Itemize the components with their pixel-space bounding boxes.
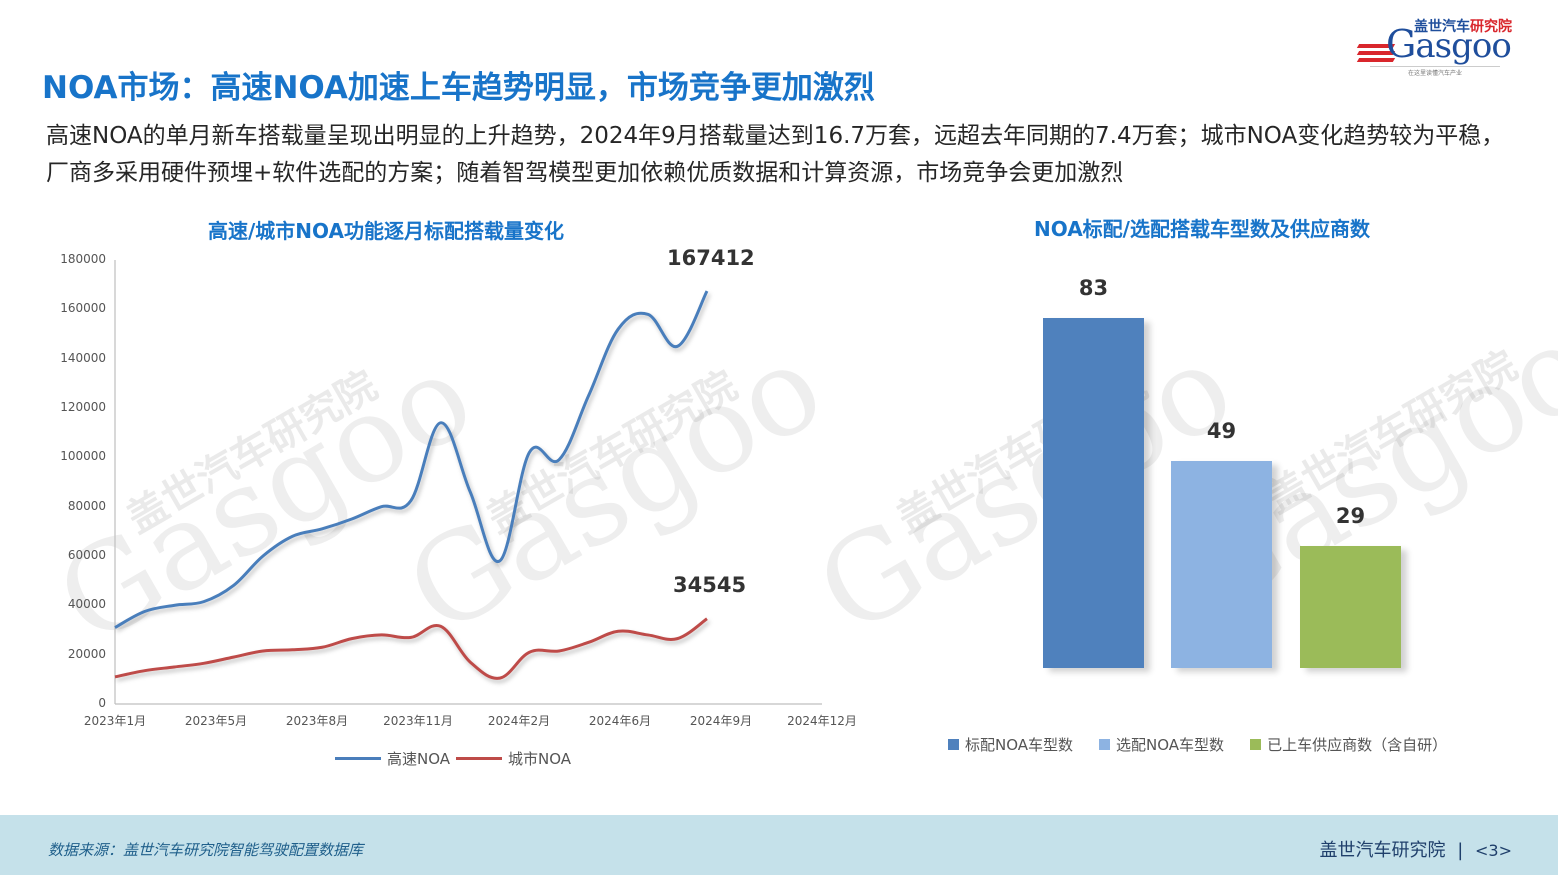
bar-value-label: 29 (1335, 503, 1366, 528)
separator: | (1457, 840, 1464, 861)
page-title: NOA市场：高速NOA加速上车趋势明显，市场竞争更加激烈 (42, 70, 875, 106)
y-tick-label: 20000 (67, 646, 106, 661)
legend-label: 选配NOA车型数 (1116, 736, 1225, 754)
legend-label: 城市NOA (508, 750, 572, 768)
legend-square-icon (1099, 739, 1111, 750)
legend-item-optional: 选配NOA车型数 (1099, 734, 1224, 755)
bar-chart-title: NOA标配/选配搭载车型数及供应商数 (1034, 217, 1370, 241)
x-tick-label: 2023年5月 (184, 714, 248, 728)
series-city-noa (114, 617, 708, 680)
legend-item-standard: 标配NOA车型数 (948, 734, 1073, 755)
legend-item-supplier: 已上车供应商数（含自研） (1250, 734, 1447, 755)
y-tick-label: 80000 (67, 498, 106, 513)
logo-wordmark: Gasgoo (1386, 22, 1512, 66)
brand-name: 盖世汽车研究院 (1319, 840, 1446, 861)
page-number: <3> (1475, 841, 1512, 860)
y-tick-label: 120000 (60, 400, 106, 414)
summary-text: 高速NOA的单月新车搭载量呈现出明显的上升趋势，2024年9月搭载量达到16.7… (46, 123, 1505, 186)
y-tick-label: 140000 (60, 350, 106, 365)
bar (1171, 461, 1272, 668)
gasgoo-logo: Gasgoo 盖世汽车研究院 在这里读懂汽车产业 (1356, 14, 1516, 77)
legend-line-icon (335, 757, 381, 760)
legend-item-highway: 高速NOA (335, 748, 450, 769)
y-tick-label: 0 (98, 696, 106, 710)
legend-square-icon (1250, 739, 1262, 750)
x-tick-label: 2024年6月 (588, 714, 652, 728)
y-tick-label: 180000 (60, 252, 106, 266)
bar-value-label: 83 (1078, 276, 1109, 300)
bar-chart-legend: 标配NOA车型数 选配NOA车型数 已上车供应商数（含自研） (948, 734, 1473, 755)
y-tick-label: 40000 (67, 597, 106, 612)
footer-brand: 盖世汽车研究院 | <3> (1319, 836, 1512, 862)
bar (1043, 318, 1144, 668)
bar-value-label: 49 (1206, 419, 1237, 444)
x-tick-label: 2023年1月 (83, 714, 147, 728)
x-tick-label: 2024年9月 (689, 714, 753, 728)
legend-square-icon (948, 739, 959, 750)
footer: 数据来源：盖世汽车研究院智能驾驶配置数据库 盖世汽车研究院 | <3> (0, 815, 1558, 875)
y-tick-label: 100000 (60, 449, 106, 464)
city-end-label: 34545 (673, 573, 747, 597)
legend-line-icon (456, 757, 503, 760)
y-tick-label: 160000 (60, 301, 106, 316)
bar (1300, 545, 1401, 668)
x-tick-label: 2023年8月 (285, 714, 349, 728)
legend-label: 高速NOA (387, 750, 451, 768)
line-chart-legend: 高速NOA 城市NOA (335, 748, 577, 769)
legend-label: 已上车供应商数（含自研） (1267, 736, 1448, 754)
x-tick-label: 2023年11月 (383, 714, 453, 728)
legend-item-city: 城市NOA (456, 748, 571, 769)
line-chart-title: 高速/城市NOA功能逐月标配搭载量变化 (208, 219, 564, 243)
logo-tagline: 在这里读懂汽车产业 (1370, 66, 1500, 77)
logo-cn: 盖世汽车研究院 (1414, 19, 1512, 35)
x-tick-label: 2024年2月 (487, 714, 551, 728)
legend-label: 标配NOA车型数 (965, 736, 1074, 754)
highway-end-label: 167412 (667, 246, 755, 270)
data-source: 数据来源：盖世汽车研究院智能驾驶配置数据库 (48, 841, 364, 859)
x-tick-label: 2024年12月 (787, 714, 857, 728)
y-tick-label: 60000 (67, 548, 106, 562)
series-highway-noa (114, 290, 709, 629)
